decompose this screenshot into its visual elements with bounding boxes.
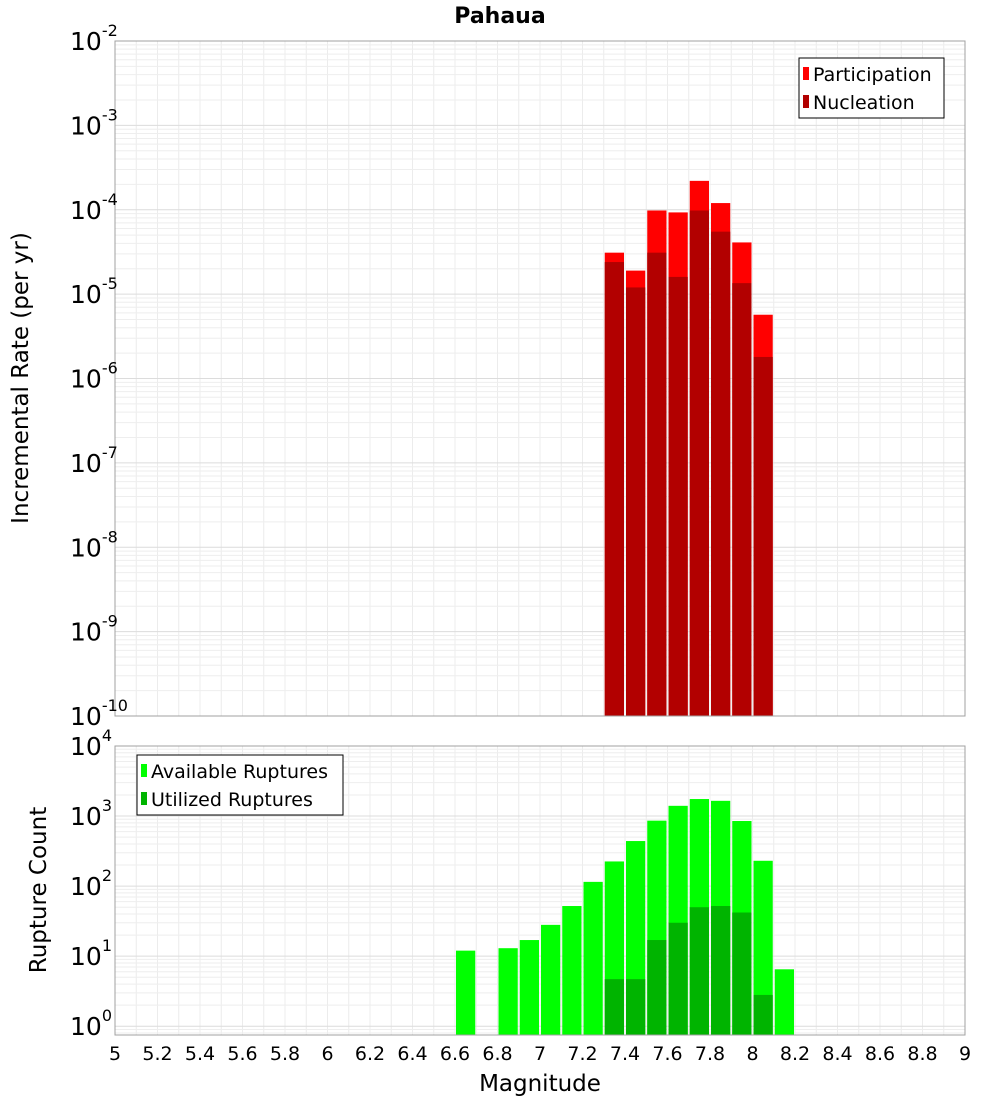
rate-legend-swatch [803,67,809,80]
rate-y-tick-label: 10-3 [70,105,118,140]
count-y-ticks: 100 101 102 103 104 [70,726,112,1041]
x-tick-label: 8 [746,1043,758,1065]
x-tick-label: 6 [321,1043,333,1065]
rate-bar-nucleation [647,252,667,716]
count-bar-available-ruptures [498,948,518,1035]
magnitude-x-ticks: 5 5.2 5.4 5.6 5.8 6 6.2 6.4 6.6 6.8 7 7.2 7.4 7.6 7.8 8… [109,1043,971,1065]
count-bar-utilized-ruptures [711,906,731,1035]
count-bar-available-ruptures [456,950,476,1035]
count-legend: Available Ruptures Utilized Ruptures [136,754,344,816]
x-tick-label: 8.6 [865,1043,895,1065]
count-legend-label: Available Ruptures [151,761,328,783]
rate-grid [114,40,966,717]
count-bar-available-ruptures [562,906,582,1035]
x-tick-label: 6.8 [482,1043,512,1065]
rate-y-tick-label: 10-8 [70,527,118,562]
count-legend-label: Utilized Ruptures [151,789,313,811]
count-bars [456,799,794,1035]
count-bar-utilized-ruptures [753,994,773,1035]
rate-y-tick-label: 10-4 [70,190,118,225]
x-tick-label: 5.2 [142,1043,172,1065]
count-plot-area [114,745,966,1036]
count-bar-utilized-ruptures [647,940,667,1035]
rate-bar-nucleation [626,287,646,716]
count-y-tick-label: 100 [70,1006,112,1041]
count-bar-available-ruptures [541,924,561,1035]
rate-bar-nucleation [732,283,752,716]
x-tick-label: 6.4 [397,1043,427,1065]
count-y-tick-label: 101 [70,936,112,971]
count-legend-swatch [141,764,147,777]
count-bar-available-ruptures [519,940,539,1035]
chart-title: Pahaua [454,4,545,29]
x-tick-label: 5.6 [227,1043,257,1065]
count-legend-box [136,754,344,816]
rate-bar-nucleation [711,231,731,716]
rate-bar-nucleation [689,210,709,716]
rate-legend-swatch [803,95,809,108]
rate-bar-nucleation [668,276,688,716]
count-bar-utilized-ruptures [626,979,646,1035]
x-axis-label: Magnitude [479,1071,601,1097]
x-tick-label: 9 [959,1043,971,1065]
x-tick-label: 5 [109,1043,121,1065]
x-tick-label: 7.8 [695,1043,725,1065]
x-tick-label: 8.8 [907,1043,937,1065]
count-bar-available-ruptures [774,969,794,1035]
rate-legend: Participation Nucleation [798,57,945,119]
x-tick-label: 8.4 [822,1043,852,1065]
x-tick-label: 6.6 [440,1043,470,1065]
rate-y-tick-label: 10-2 [70,21,118,56]
rate-y-tick-label: 10-10 [70,696,128,731]
x-tick-label: 7 [534,1043,546,1065]
rate-bars [604,180,773,717]
x-tick-label: 7.4 [610,1043,640,1065]
rate-y-tick-label: 10-9 [70,612,118,647]
rate-legend-label: Participation [813,64,932,86]
count-y-tick-label: 103 [70,796,112,831]
rate-bar-nucleation [753,356,773,716]
count-y-tick-label: 104 [70,726,112,761]
x-tick-label: 8.2 [780,1043,810,1065]
count-bar-available-ruptures [583,881,603,1035]
rate-legend-label: Nucleation [813,92,915,114]
x-tick-label: 6.2 [355,1043,385,1065]
count-y-axis-label: Rupture Count [26,807,52,973]
count-bar-utilized-ruptures [689,907,709,1035]
count-bar-available-ruptures [753,860,773,1035]
rate-legend-box [798,57,945,119]
rate-y-ticks: 10-10 10-9 10-8 10-7 10-6 10-5 10-4 10-3 10-2 [70,21,128,731]
rate-y-tick-label: 10-7 [70,443,118,478]
count-bar-utilized-ruptures [604,979,624,1035]
count-y-tick-label: 102 [70,866,112,901]
x-tick-label: 5.4 [185,1043,215,1065]
x-tick-label: 5.8 [270,1043,300,1065]
count-bar-utilized-ruptures [668,922,688,1035]
x-tick-label: 7.6 [652,1043,682,1065]
count-bar-utilized-ruptures [732,912,752,1035]
count-legend-swatch [141,792,147,805]
rate-y-tick-label: 10-5 [70,274,118,309]
rate-bar-nucleation [604,262,624,716]
x-tick-label: 7.2 [567,1043,597,1065]
rate-y-tick-label: 10-6 [70,359,118,394]
rate-plot-area [114,40,966,717]
rate-y-axis-label: Incremental Rate (per yr) [8,232,34,524]
